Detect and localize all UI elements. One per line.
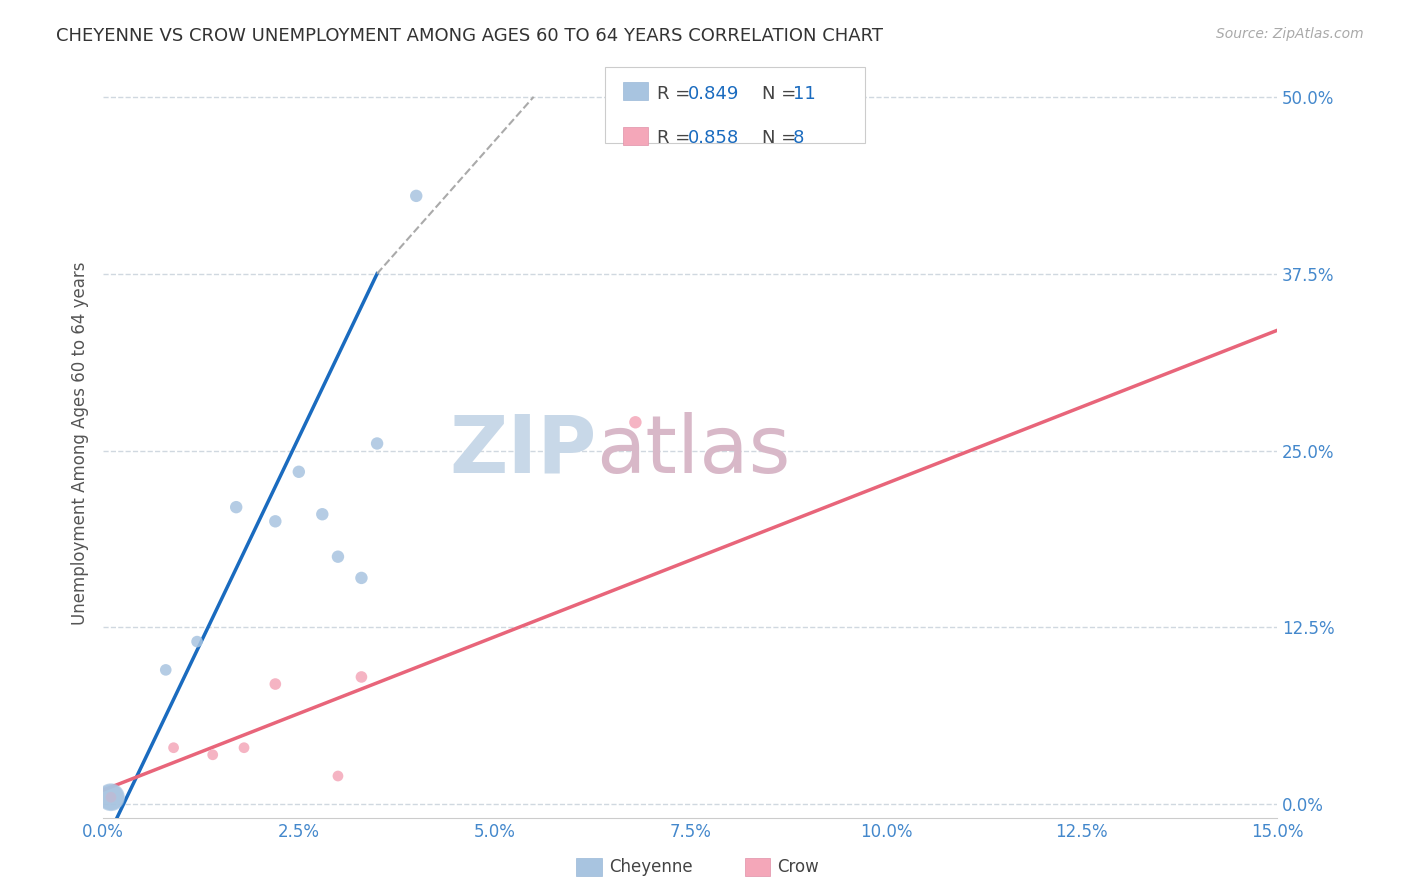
Point [311,508,333,522]
Text: Crow: Crow [778,858,820,876]
Point [162,740,184,755]
Text: ZIP: ZIP [449,412,596,490]
Text: 0.849: 0.849 [688,85,740,103]
Text: CHEYENNE VS CROW UNEMPLOYMENT AMONG AGES 60 TO 64 YEARS CORRELATION CHART: CHEYENNE VS CROW UNEMPLOYMENT AMONG AGES… [56,27,883,45]
Text: 0.858: 0.858 [688,129,738,147]
Text: R =: R = [657,85,696,103]
Point [350,670,373,684]
Point [100,790,122,805]
Point [264,677,287,691]
Point [233,740,256,755]
Text: 11: 11 [793,85,815,103]
Text: R =: R = [657,129,696,147]
Text: Source: ZipAtlas.com: Source: ZipAtlas.com [1216,27,1364,41]
Point [264,514,287,528]
Point [100,790,122,805]
Point [624,415,647,429]
Point [201,747,224,762]
Point [326,769,349,783]
Text: N =: N = [762,85,801,103]
Point [326,549,349,564]
Text: 8: 8 [793,129,804,147]
Point [225,500,247,515]
Point [366,436,388,450]
Text: atlas: atlas [596,412,790,490]
Y-axis label: Unemployment Among Ages 60 to 64 years: Unemployment Among Ages 60 to 64 years [72,261,89,625]
Text: Cheyenne: Cheyenne [609,858,692,876]
Point [155,663,177,677]
Text: N =: N = [762,129,801,147]
Point [405,189,427,203]
Point [186,634,208,648]
Point [350,571,373,585]
Point [288,465,311,479]
Point [100,790,122,805]
